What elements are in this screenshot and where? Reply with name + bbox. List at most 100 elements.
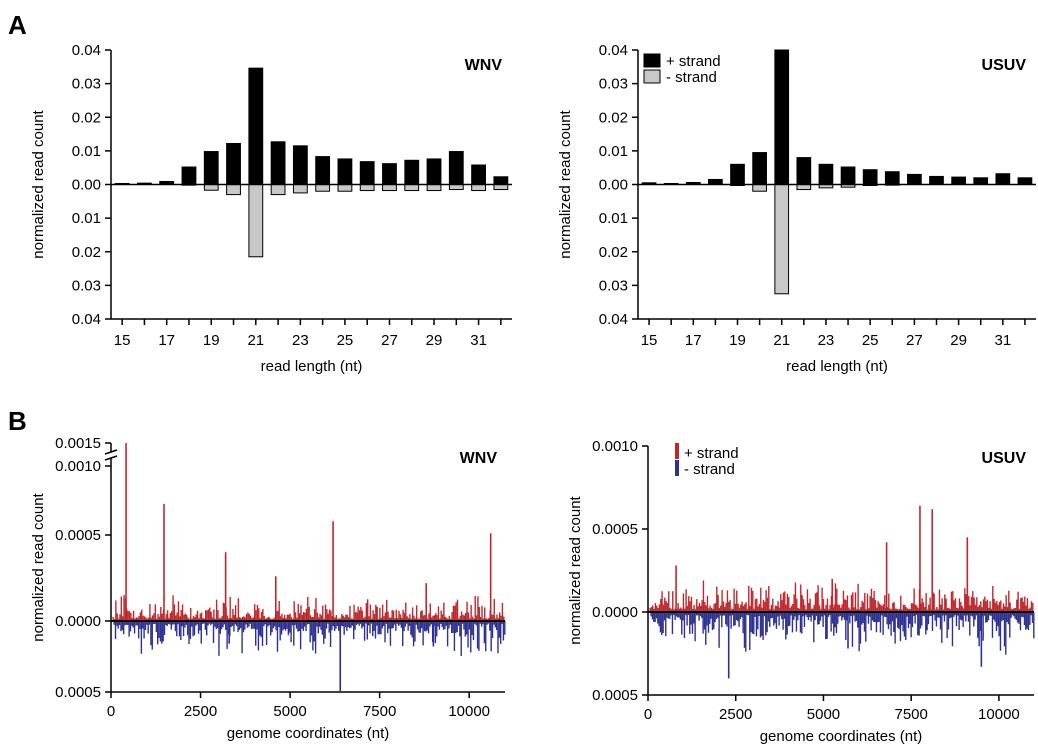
x-axis-label: genome coordinates (nt)	[760, 728, 923, 745]
chart-b-wnv: 0.0015 0.0010 0.0005 0.0000 0.0005 0 2500 5000 7…	[30, 435, 506, 742]
chart-title: USUV	[982, 450, 1027, 467]
axis-break-mark	[104, 449, 118, 455]
bar-minus-strand	[774, 184, 790, 295]
bar-plus-strand	[774, 49, 790, 185]
bar-minus-strand	[315, 184, 331, 192]
y-tick-label: 0.02	[599, 109, 628, 126]
bar-plus-strand	[951, 176, 966, 185]
bar-plus-strand	[448, 151, 464, 185]
legend-b-plus-swatch	[675, 443, 679, 459]
y-tick-label: 0.0000	[55, 613, 101, 630]
bar-plus-strand	[1017, 177, 1033, 185]
bar-minus-strand	[426, 184, 442, 192]
x-tick-label: 21	[773, 332, 790, 349]
bar-plus-strand	[359, 161, 375, 185]
y-tick-label: 0.0005	[592, 687, 638, 704]
x-tick-label: 21	[247, 332, 264, 349]
x-tick-label: 5000	[807, 706, 840, 723]
bar-plus-strand	[292, 145, 308, 186]
bar-plus-strand	[708, 178, 723, 186]
y-tick-label: 0.01	[72, 210, 101, 227]
x-tick-label: 29	[950, 332, 967, 349]
y-axis-label: normalized read count	[567, 495, 584, 644]
y-tick-label: 0.01	[599, 143, 628, 160]
x-tick-label: 17	[685, 332, 702, 349]
x-tick-label: 31	[994, 332, 1011, 349]
y-tick-label: 0.01	[599, 210, 628, 227]
bar-plus-strand	[270, 141, 286, 185]
chart-title: USUV	[982, 57, 1027, 74]
y-tick-label: 0.0010	[592, 438, 638, 455]
legend-b-minus-swatch	[675, 460, 679, 476]
y-tick-label: 0.04	[72, 311, 101, 328]
x-axis-label: genome coordinates (nt)	[227, 725, 390, 742]
x-tick-label: 31	[470, 332, 487, 349]
bar-minus-strand	[493, 184, 509, 191]
legend-b: + strand - strand	[675, 443, 739, 478]
y-tick-label: 0.02	[72, 244, 101, 261]
x-tick-label: 0	[644, 706, 652, 723]
axis-break-mark	[104, 455, 118, 461]
bar-plus-strand	[203, 151, 219, 185]
x-tick-label: 2500	[184, 703, 217, 720]
y-tick-label: 0.0015	[55, 435, 101, 452]
bar-minus-strand	[752, 184, 767, 192]
x-tick-label: 29	[426, 332, 443, 349]
y-tick-label: 0.0005	[55, 684, 101, 701]
bar-plus-strand	[471, 164, 486, 185]
y-tick-label: 0.04	[599, 42, 628, 59]
x-tick-label: 0	[107, 703, 115, 720]
chart-a-usuv: 0.04 0.03 0.02 0.01 0.00 0.01 0.02 0.03 0.04 15 17…	[557, 42, 1036, 375]
bar-minus-strand	[203, 184, 219, 191]
y-tick-label: 0.00	[72, 177, 101, 194]
x-tick-label: 23	[818, 332, 835, 349]
panel-label-b: B	[8, 406, 27, 436]
y-tick-label: 0.0005	[55, 527, 101, 544]
x-axis-label: read length (nt)	[261, 358, 363, 375]
y-tick-label: 0.03	[599, 76, 628, 93]
bar-minus-strand	[404, 184, 420, 192]
bar-plus-strand	[884, 171, 900, 186]
x-tick-label: 15	[114, 332, 131, 349]
y-tick-label: 0.00	[599, 177, 628, 194]
bar-plus-strand	[226, 142, 241, 185]
y-tick-label: 0.03	[599, 277, 628, 294]
y-tick-label: 0.0010	[55, 458, 101, 475]
chart-title: WNV	[460, 450, 498, 467]
bar-plus-strand	[796, 157, 812, 186]
y-tick-label: 0.03	[72, 277, 101, 294]
x-tick-label: 2500	[719, 706, 752, 723]
y-axis-label: normalized read count	[30, 109, 47, 258]
bar-plus-strand	[404, 159, 420, 185]
x-tick-label: 23	[292, 332, 309, 349]
y-tick-label: 0.03	[72, 76, 101, 93]
bar-plus-strand	[315, 156, 331, 185]
y-tick-label: 0.0005	[592, 521, 638, 538]
bar-plus-strand	[181, 166, 197, 185]
bar-plus-strand	[840, 166, 856, 185]
bar-minus-strand	[471, 184, 486, 192]
bar-plus-strand	[862, 169, 878, 186]
bar-plus-strand	[929, 175, 944, 185]
x-tick-label: 7500	[894, 706, 927, 723]
x-tick-label: 25	[337, 332, 354, 349]
x-tick-label: 27	[906, 332, 923, 349]
x-tick-label: 10000	[448, 703, 490, 720]
y-tick-label: 0.0000	[592, 604, 638, 621]
bar-plus-strand	[818, 163, 834, 185]
y-tick-label: 0.04	[72, 42, 101, 59]
x-tick-label: 17	[158, 332, 175, 349]
x-tick-label: 19	[729, 332, 746, 349]
x-tick-label: 5000	[273, 703, 306, 720]
bar-minus-strand	[292, 184, 308, 194]
bar-plus-strand	[426, 158, 442, 186]
bar-minus-strand	[270, 184, 286, 196]
legend-b-minus-label: - strand	[684, 461, 735, 478]
legend-a-minus-label: - strand	[666, 69, 717, 86]
bar-minus-strand	[796, 184, 812, 191]
y-tick-label: 0.01	[72, 143, 101, 160]
x-tick-label: 7500	[363, 703, 396, 720]
bar-plus-strand	[337, 158, 353, 186]
x-tick-label: 27	[381, 332, 398, 349]
